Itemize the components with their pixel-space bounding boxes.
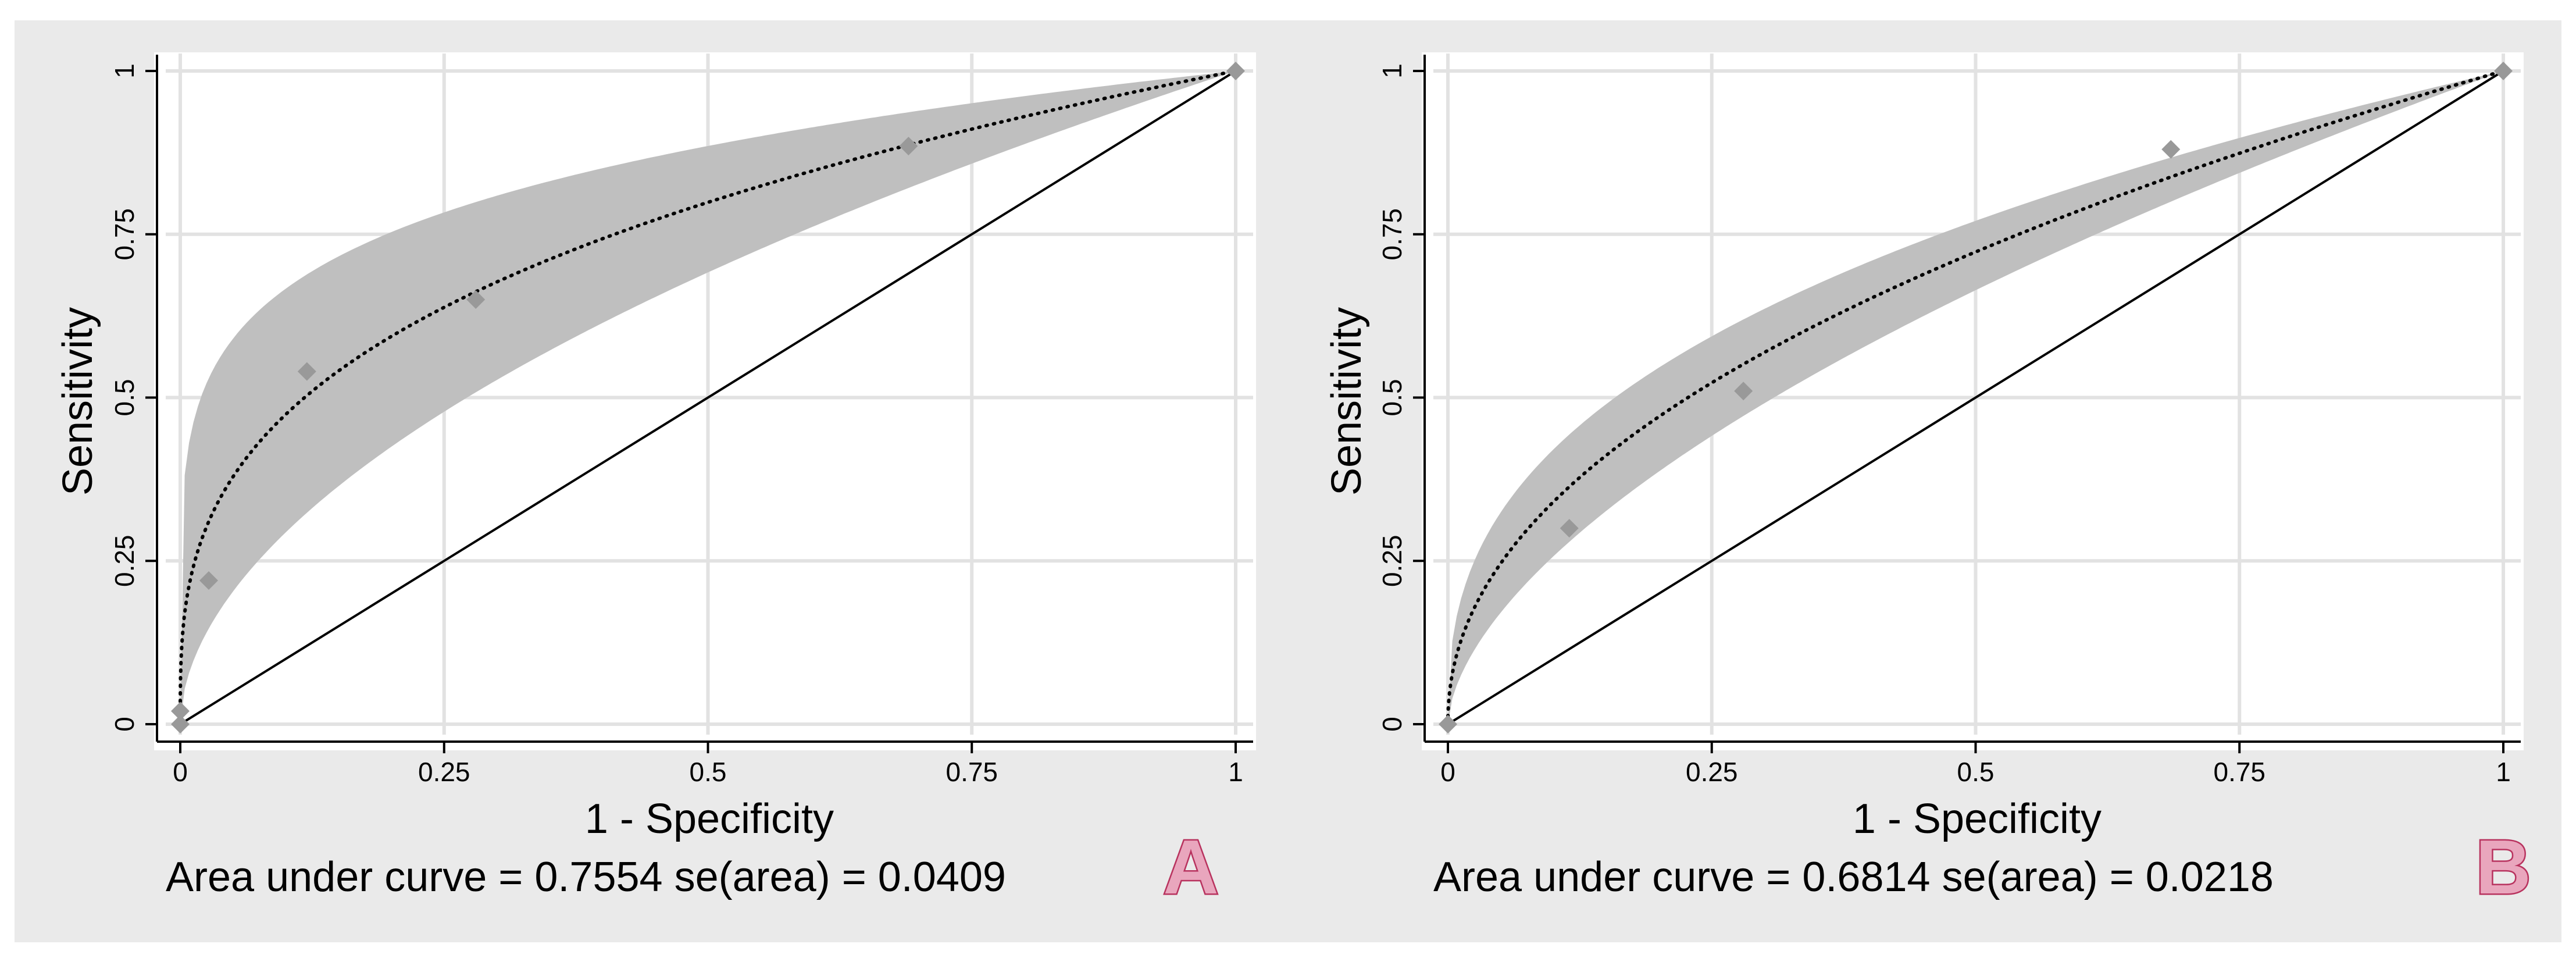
panel-a-observed-point-1 [171, 702, 190, 721]
panel-b-points [1439, 62, 2513, 733]
panel-b-observed-point-2 [1734, 382, 1753, 401]
panel-a-lines [179, 69, 1237, 726]
panel-b-x-tick-label-3: 0.75 [2213, 757, 2265, 787]
panel-a-points [171, 62, 1245, 733]
panel-b-observed-point-4 [2494, 62, 2513, 80]
panel-a-reference-line [179, 70, 1237, 725]
panel-a-observed-point-3 [297, 362, 316, 381]
panel-b-y-axis-label: Sensitivity [1323, 307, 1370, 496]
panel-a-observed-point-5 [899, 137, 918, 156]
panel-b-lines [1446, 69, 2505, 726]
panel-b-x-axis-label: 1 - Specificity [1853, 796, 2102, 842]
panel-b-letter: B [2475, 824, 2531, 910]
panel-a-observed-point-6 [1226, 62, 1245, 80]
panel-a-confidence-band-group [180, 71, 1236, 724]
panel-a-y-tick-label-4: 1 [109, 63, 140, 79]
panel-a-y-tick-label-0: 0 [109, 717, 140, 732]
panel-b-reference-line [1447, 70, 2504, 725]
panel-a-y-axis-label: Sensitivity [55, 307, 101, 496]
panel-b-plot-area [1422, 52, 2524, 750]
panel-a-x-tick-label-4: 1 [1228, 757, 1243, 787]
panel-b-y-tick-label-0: 0 [1377, 717, 1407, 732]
panel-a-x-tick-label-3: 0.75 [946, 757, 998, 787]
panel-b-y-tick-label-3: 0.75 [1377, 208, 1407, 261]
panel-b-y-tick-label-4: 1 [1377, 63, 1407, 79]
panel-b-confidence-band [1448, 71, 2503, 724]
panel-b-x-tick-label-2: 0.5 [1957, 757, 1995, 787]
panel-a-y-tick-label-3: 0.75 [109, 208, 140, 261]
panel-a-observed-point-4 [466, 290, 486, 309]
panel-a-auc-note: Area under curve = 0.7554 se(area) = 0.0… [166, 854, 1006, 900]
panel-b-observed-point-0 [1439, 715, 1457, 733]
panel-a: 0 0.25 0.5 0.75 1 0 0.25 0.5 0.75 1 1 - Specifici… [15, 20, 1288, 942]
panel-b-y-tick-label-2: 0.5 [1377, 379, 1407, 416]
panel-b-confidence-band-group [1448, 71, 2503, 724]
panel-b: 0 0.25 0.5 0.75 1 0 0.25 0.5 0.75 1 1 - Specifici… [1285, 20, 2561, 942]
panel-b-axes: 0 0.25 0.5 0.75 1 0 0.25 0.5 0.75 1 [1377, 55, 2521, 787]
panel-b-x-tick-label-0: 0 [1440, 757, 1455, 787]
panel-a-confidence-band [180, 71, 1236, 724]
panel-a-observed-point-0 [171, 715, 190, 733]
panel-a-observed-point-2 [199, 571, 219, 590]
panel-b-fitted-roc-curve [1446, 69, 2505, 726]
panel-a-x-axis-label: 1 - Specificity [585, 796, 834, 842]
panel-a-fitted-roc-curve [179, 69, 1237, 726]
panel-b-x-tick-label-4: 1 [2496, 757, 2511, 787]
panel-a-y-tick-label-1: 0.25 [109, 535, 140, 587]
panel-a-axes: 0 0.25 0.5 0.75 1 0 0.25 0.5 0.75 1 [109, 55, 1253, 787]
panel-b-observed-point-1 [1560, 519, 1579, 538]
panel-a-x-tick-label-2: 0.5 [690, 757, 727, 787]
panel-b-auc-note: Area under curve = 0.6814 se(area) = 0.0… [1433, 854, 2274, 900]
panel-a-y-tick-label-2: 0.5 [109, 379, 140, 416]
panel-b-x-tick-label-1: 0.25 [1686, 757, 1738, 787]
panel-a-x-tick-label-1: 0.25 [418, 757, 470, 787]
panel-a-x-tick-label-0: 0 [173, 757, 188, 787]
panel-b-y-tick-label-1: 0.25 [1377, 535, 1407, 587]
panel-b-observed-point-3 [2161, 140, 2181, 159]
panel-a-letter: A [1163, 824, 1218, 910]
